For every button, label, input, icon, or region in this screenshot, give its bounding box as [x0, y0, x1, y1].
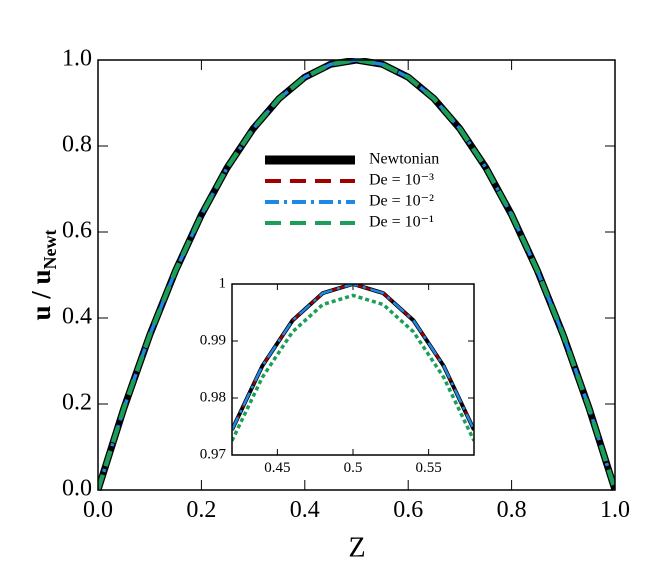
x-tick-label: 0.4	[290, 497, 320, 523]
y-axis-label: u / uNewt	[26, 229, 60, 320]
series-line	[98, 58, 615, 491]
legend-label: Newtonian	[369, 151, 439, 168]
y-tick-label: 0.98	[200, 389, 226, 405]
y-tick-label: 0.99	[200, 332, 226, 348]
y-tick-label: 1	[219, 275, 227, 291]
x-tick-label: 0.8	[497, 497, 527, 523]
y-tick-label: 1.0	[62, 46, 92, 72]
x-axis-label: Z	[348, 532, 365, 563]
y-tick-label: 0.4	[62, 304, 92, 330]
plot-frame	[97, 59, 616, 491]
series-line	[232, 284, 474, 431]
x-tick-label: 0.55	[416, 460, 442, 476]
plot-area	[232, 284, 474, 455]
x-tick-label: 1.0	[600, 497, 630, 523]
x-tick-label: 0.0	[83, 497, 113, 523]
y-tick-label: 0.8	[62, 132, 92, 158]
y-axis-label-main: u / u	[26, 269, 56, 320]
x-tick-label: 0.45	[264, 460, 290, 476]
y-axis-label-subscript: Newt	[40, 229, 60, 269]
series-line	[232, 293, 474, 442]
legend-label: De = 10⁻¹	[369, 214, 434, 231]
x-tick-label: 0.5	[344, 460, 363, 476]
legend-label: De = 10⁻²	[369, 193, 434, 210]
x-tick-label: 0.6	[393, 497, 423, 523]
legend-label: De = 10⁻³	[369, 172, 434, 189]
series-group	[232, 284, 474, 442]
x-tick-label: 0.2	[186, 497, 216, 523]
y-tick-label: 0.97	[200, 446, 227, 462]
y-tick-label: 0.6	[62, 218, 92, 244]
y-tick-label: 0.0	[62, 476, 92, 502]
y-tick-label: 0.2	[62, 390, 92, 416]
plot-frame	[231, 283, 475, 456]
